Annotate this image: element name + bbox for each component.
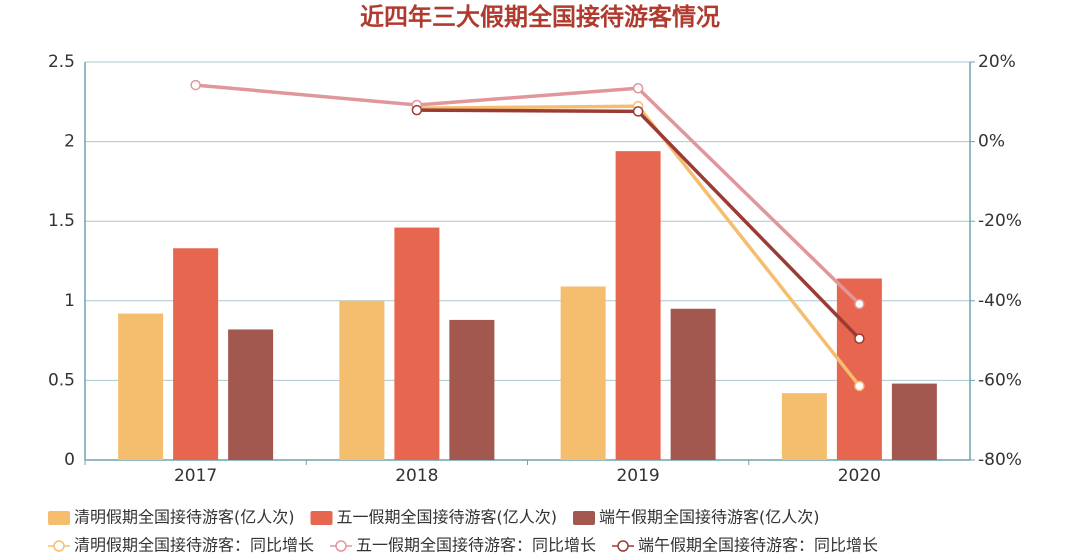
y2-tick-label: -80% xyxy=(978,450,1022,470)
bar xyxy=(891,383,937,460)
y2-tick-label: 0% xyxy=(978,132,1005,152)
legend-marker xyxy=(617,540,629,552)
legend-swatch xyxy=(573,511,595,525)
legend-label: 清明假期全国接待游客(亿人次) xyxy=(74,508,295,527)
y2-tick-label: -40% xyxy=(978,291,1022,311)
x-tick-label: 2020 xyxy=(838,466,881,486)
bar xyxy=(394,227,440,460)
legend-label: 五一假期全国接待游客：同比增长 xyxy=(356,536,596,555)
legend-label: 端午假期全国接待游客：同比增长 xyxy=(638,536,878,555)
y-tick-label: 2.5 xyxy=(48,52,75,72)
bar xyxy=(449,319,495,460)
y-tick-label: 0.5 xyxy=(48,370,75,390)
y-tick-label: 0 xyxy=(64,450,75,470)
bar xyxy=(173,248,219,460)
legend-label: 端午假期全国接待游客(亿人次) xyxy=(599,508,820,527)
y2-tick-label: 20% xyxy=(978,52,1016,72)
bar xyxy=(670,308,716,460)
bar xyxy=(560,286,606,460)
bar xyxy=(339,300,385,460)
x-tick-label: 2018 xyxy=(395,466,438,486)
x-tick-label: 2017 xyxy=(174,466,217,486)
line-point xyxy=(854,333,865,344)
y2-tick-label: -60% xyxy=(978,370,1022,390)
line-point xyxy=(854,380,865,392)
legend-label: 清明假期全国接待游客：同比增长 xyxy=(74,536,314,555)
legend-label: 五一假期全国接待游客(亿人次) xyxy=(337,508,558,527)
x-tick-label: 2019 xyxy=(616,466,659,486)
y2-tick-label: -20% xyxy=(978,211,1022,231)
line xyxy=(195,83,861,306)
bar xyxy=(118,313,164,460)
bar xyxy=(615,151,661,461)
line-point xyxy=(411,104,423,116)
chart-title: 近四年三大假期全国接待游客情况 xyxy=(360,3,720,31)
y-tick-label: 2 xyxy=(64,132,75,152)
bar xyxy=(781,393,827,460)
legend-marker xyxy=(53,540,65,552)
legend-swatch xyxy=(48,511,70,525)
line-point xyxy=(632,83,644,94)
legend-swatch xyxy=(310,511,333,525)
y-tick-label: 1.5 xyxy=(48,211,75,231)
bar xyxy=(228,329,274,460)
line-point xyxy=(632,106,644,117)
line-point xyxy=(190,79,201,91)
y-tick-label: 1 xyxy=(64,291,75,311)
legend-marker xyxy=(335,540,347,552)
line-point xyxy=(854,298,865,310)
